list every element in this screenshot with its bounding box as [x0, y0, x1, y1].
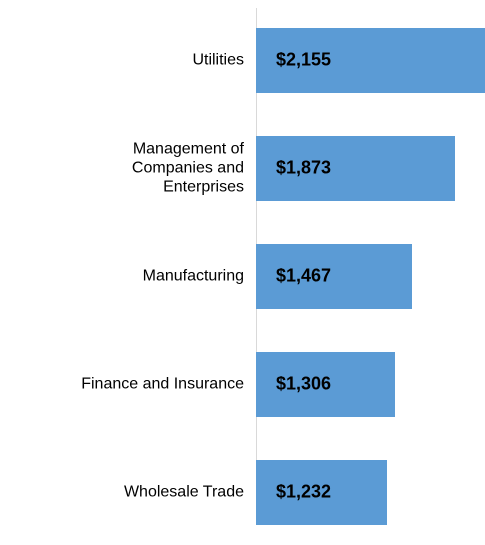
- y-tick-label: Management of Companies and Enterprises: [131, 140, 244, 196]
- data-label: $1,232: [276, 481, 332, 502]
- bar: [256, 135, 456, 201]
- data-label: $2,155: [276, 49, 332, 70]
- bar: [256, 27, 485, 93]
- y-tick-label: Manufacturing: [142, 267, 244, 285]
- bar: [256, 351, 395, 417]
- data-label: $1,306: [276, 373, 332, 394]
- data-label: $1,873: [276, 157, 332, 178]
- data-label: $1,467: [276, 265, 332, 286]
- bar: [256, 243, 412, 309]
- y-tick-label: Utilities: [192, 51, 244, 69]
- y-tick-label: Wholesale Trade: [123, 483, 244, 501]
- y-tick-label: Finance and Insurance: [81, 375, 244, 393]
- bar: [256, 459, 387, 525]
